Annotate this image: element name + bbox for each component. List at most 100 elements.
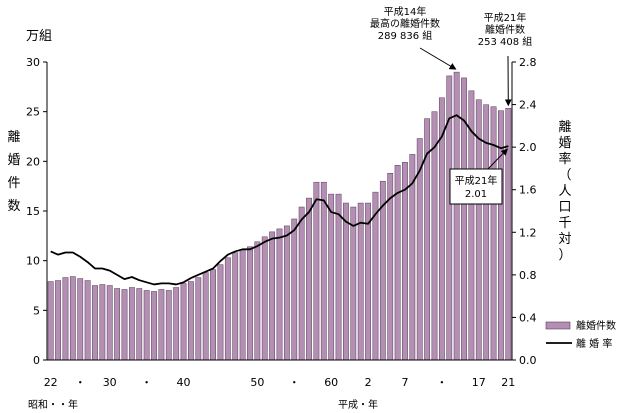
bar-S50 bbox=[254, 241, 261, 361]
bar-S23 bbox=[55, 280, 61, 361]
annotation-h21-count-line: 253 408 組 bbox=[478, 35, 533, 48]
bar-S37 bbox=[158, 289, 165, 361]
bar-S56 bbox=[298, 206, 305, 361]
bar-S58 bbox=[313, 181, 320, 361]
right-tick-label: 1.2 bbox=[519, 226, 537, 239]
bar-S46 bbox=[224, 257, 231, 361]
x-tick-label: 40 bbox=[177, 376, 191, 389]
annotation-h21-rate-box bbox=[449, 168, 503, 205]
bar-S59 bbox=[320, 181, 327, 361]
x-tick-label: 2 bbox=[365, 376, 372, 389]
legend-bar-label: 離婚件数 bbox=[576, 319, 616, 332]
x-tick-label: 21 bbox=[501, 376, 515, 389]
legend-bar-swatch bbox=[545, 321, 571, 330]
right-axis-title-char: 離 bbox=[558, 120, 571, 135]
left-tick-label: 25 bbox=[26, 106, 40, 119]
bar-S55 bbox=[291, 218, 298, 361]
left-axis-title-char: 婚 bbox=[7, 153, 20, 168]
bar-S39 bbox=[173, 287, 180, 361]
left-unit: 万組 bbox=[26, 29, 52, 44]
x-tick-label: 22 bbox=[44, 376, 58, 389]
bar-S33 bbox=[128, 287, 135, 361]
x-tick-label: 17 bbox=[472, 376, 486, 389]
bar-S54 bbox=[283, 225, 290, 361]
annotation-peak-arrow bbox=[419, 47, 457, 70]
bar-series bbox=[47, 71, 512, 361]
bar-S63 bbox=[350, 206, 357, 361]
bar-S34 bbox=[136, 288, 143, 361]
right-tick-label: 1.6 bbox=[519, 184, 537, 197]
annotation-peak-line: 平成14年 bbox=[384, 5, 427, 18]
bar-H1 bbox=[357, 202, 364, 361]
right-tick-label: 0.8 bbox=[519, 269, 537, 282]
x-tick-label: 50 bbox=[250, 376, 264, 389]
right-tick-label: 2.4 bbox=[519, 99, 537, 112]
line-series bbox=[50, 114, 509, 286]
left-tick-label: 15 bbox=[26, 205, 40, 218]
bar-S38 bbox=[165, 290, 172, 361]
bar-S29 bbox=[99, 284, 106, 361]
bar-S24 bbox=[62, 277, 69, 361]
bar-S28 bbox=[92, 285, 98, 361]
bar-S45 bbox=[217, 264, 224, 361]
bar-S62 bbox=[343, 202, 349, 361]
right-axis-title-char: 婚 bbox=[558, 136, 571, 151]
x-tick-label: 60 bbox=[324, 376, 338, 389]
bar-S41 bbox=[188, 281, 194, 361]
left-tick-label: 0 bbox=[33, 354, 40, 367]
bar-H2 bbox=[365, 202, 371, 361]
bar-S40 bbox=[180, 283, 187, 361]
bar-S52 bbox=[269, 231, 276, 361]
x-tick-label: 30 bbox=[103, 376, 117, 389]
right-tick-label: 2.0 bbox=[519, 141, 537, 154]
bar-S26 bbox=[77, 278, 84, 361]
bar-S60 bbox=[328, 193, 335, 361]
bar-S42 bbox=[195, 277, 202, 361]
rate-line bbox=[50, 114, 509, 286]
bar-S30 bbox=[106, 285, 113, 361]
left-tick-label: 20 bbox=[26, 155, 40, 168]
bar-H7 bbox=[402, 162, 408, 361]
right-tick-label: 0.0 bbox=[519, 354, 537, 367]
annotation-peak-line: 289 836 組 bbox=[378, 29, 433, 42]
x-tick-label: 7 bbox=[402, 376, 409, 389]
left-axis-title-char: 件 bbox=[7, 176, 20, 191]
bar-S25 bbox=[69, 276, 76, 361]
right-axis-title-char: 率 bbox=[558, 151, 571, 167]
x-label-heisei: 平成・年 bbox=[338, 398, 378, 411]
bar-S36 bbox=[151, 291, 157, 361]
bar-S61 bbox=[335, 193, 342, 361]
left-tick-label: 5 bbox=[33, 304, 40, 317]
annotation-h21-count-line: 離婚件数 bbox=[485, 23, 525, 36]
x-tick-label: ・ bbox=[436, 376, 447, 389]
right-axis-title-char: 口 bbox=[558, 200, 571, 215]
left-tick-label: 30 bbox=[26, 56, 40, 69]
right-axis-title-char: 対 bbox=[558, 232, 571, 247]
bar-S49 bbox=[247, 246, 253, 361]
bar-S43 bbox=[202, 272, 209, 361]
bar-S31 bbox=[114, 288, 121, 361]
bar-S44 bbox=[210, 269, 216, 361]
bar-S32 bbox=[121, 289, 128, 361]
annotation-h21-rate-line: 平成21年 bbox=[455, 174, 498, 187]
annotation-h21-rate-line: 2.01 bbox=[465, 189, 487, 200]
x-label-showa: 昭和・・年 bbox=[28, 398, 78, 411]
bar-S57 bbox=[306, 197, 312, 361]
right-axis-title-char: 千 bbox=[558, 216, 571, 231]
bar-S27 bbox=[84, 280, 91, 361]
left-tick-label: 10 bbox=[26, 255, 40, 268]
annotation-h21-rate-arrow bbox=[487, 148, 509, 170]
right-axis-title-char: 人 bbox=[558, 184, 571, 199]
left-axis-title-char: 数 bbox=[7, 199, 20, 214]
x-tick-label: ・ bbox=[75, 376, 86, 389]
axis-labels: 0 5 10 15 20 25 30 0.0 0.4 0.8 1.2 1.6 2.0 2.4 2.8 22 ・ 3… bbox=[7, 29, 571, 411]
bar-S22 bbox=[47, 281, 54, 361]
right-tick-label: 0.4 bbox=[519, 311, 537, 324]
left-axis-title-char: 離 bbox=[7, 130, 20, 145]
annotation-peak-line: 最高の離婚件数 bbox=[370, 17, 440, 30]
right-tick-label: 2.8 bbox=[519, 56, 537, 69]
bar-S35 bbox=[143, 290, 150, 361]
